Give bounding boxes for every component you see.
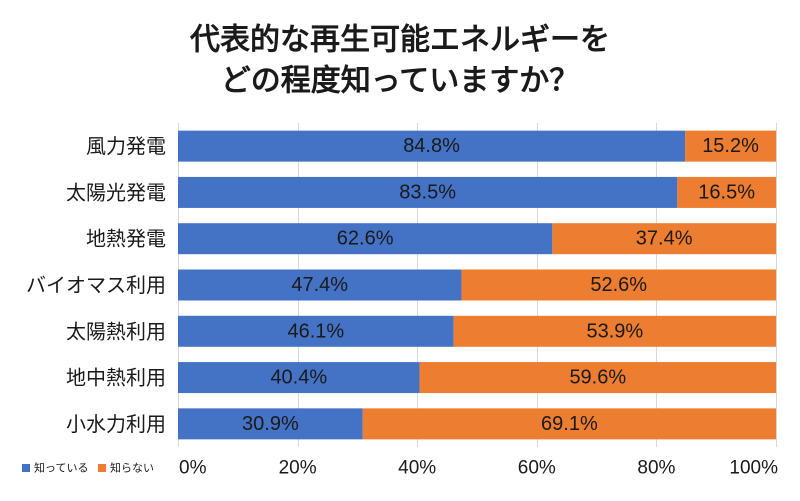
legend-swatch-unknown <box>98 464 106 472</box>
chart-title-line-2: どの程度知っていますか？ <box>221 64 580 99</box>
legend-item-unknown: 知らない <box>98 461 154 475</box>
data-label-unknown-4: 53.9% <box>586 320 643 342</box>
chart-title: 代表的な再生可能エネルギーを どの程度知っていますか？ <box>189 23 610 99</box>
data-label-unknown-1: 16.5% <box>698 181 755 203</box>
x-tick-label-0: 0% <box>179 458 207 479</box>
category-label-0: 風力発電 <box>86 134 166 158</box>
legend: 知っている 知らない <box>22 461 154 475</box>
x-tick-label-100: 100% <box>729 458 778 479</box>
bars <box>178 130 776 440</box>
data-label-known-6: 30.9% <box>242 413 299 435</box>
category-label-2: 地熱発電 <box>86 227 166 251</box>
bar-known-3 <box>178 269 462 301</box>
category-label-3: バイオマス利用 <box>26 273 166 297</box>
bar-unknown-3 <box>461 269 776 301</box>
legend-label-known: 知っている <box>34 461 88 475</box>
data-label-known-1: 83.5% <box>399 181 456 203</box>
value-axis: 0% 20% 40% 60% 80% 100% <box>179 458 778 479</box>
bar-unknown-6 <box>362 408 776 440</box>
data-label-unknown-3: 52.6% <box>590 274 647 296</box>
x-tick-label-40: 40% <box>398 458 436 479</box>
bar-unknown-4 <box>453 315 776 347</box>
x-tick-label-60: 60% <box>518 458 556 479</box>
category-label-5: 地中熱利用 <box>66 366 166 390</box>
bar-known-2 <box>178 223 553 255</box>
data-label-known-3: 47.4% <box>291 274 348 296</box>
data-label-known-2: 62.6% <box>337 228 394 250</box>
legend-swatch-known <box>22 464 30 472</box>
bar-unknown-2 <box>552 223 776 255</box>
bar-known-6 <box>178 408 363 440</box>
chart-title-line-1: 代表的な再生可能エネルギーを <box>189 23 610 58</box>
bar-known-4 <box>178 315 454 347</box>
legend-label-unknown: 知らない <box>110 461 154 475</box>
category-label-6: 小水力利用 <box>66 412 166 436</box>
bar-known-0 <box>178 130 686 162</box>
bar-unknown-5 <box>419 362 776 394</box>
x-tick-label-20: 20% <box>279 458 317 479</box>
category-label-4: 太陽熱利用 <box>66 319 166 343</box>
data-label-known-0: 84.8% <box>403 135 460 157</box>
data-label-unknown-6: 69.1% <box>541 413 598 435</box>
data-label-unknown-2: 37.4% <box>636 228 693 250</box>
data-label-known-4: 46.1% <box>287 320 344 342</box>
legend-item-known: 知っている <box>22 461 88 475</box>
bar-known-1 <box>178 176 678 208</box>
data-labels: 84.8% 15.2% 83.5% 16.5% 62.6% 37.4% 47.4% 52.6%… <box>242 135 759 435</box>
bar-unknown-0 <box>685 130 776 162</box>
data-label-known-5: 40.4% <box>270 367 327 389</box>
bar-known-5 <box>178 362 420 394</box>
bar-unknown-1 <box>677 176 776 208</box>
data-label-unknown-5: 59.6% <box>569 367 626 389</box>
data-label-unknown-0: 15.2% <box>702 135 759 157</box>
x-tick-label-80: 80% <box>637 458 675 479</box>
category-label-1: 太陽光発電 <box>66 180 166 204</box>
